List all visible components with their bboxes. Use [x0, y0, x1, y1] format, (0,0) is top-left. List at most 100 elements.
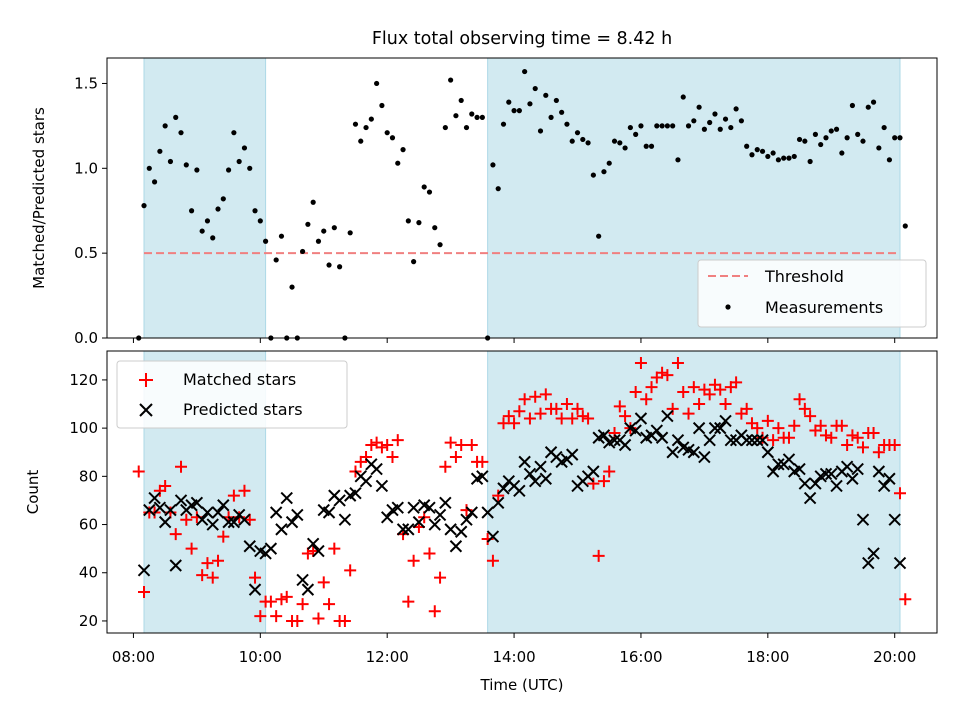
measurement-point [770, 150, 776, 156]
measurement-point [395, 160, 401, 166]
matched-star-marker [761, 414, 774, 427]
matched-star-marker [249, 571, 262, 584]
matched-star-marker [513, 405, 526, 418]
predicted-star-marker [428, 518, 441, 531]
measurement-point [691, 118, 697, 124]
predicted-star-marker [296, 573, 309, 587]
predicted-star-marker [761, 446, 775, 459]
predicted-star-marker [492, 496, 505, 510]
matched-star-marker [619, 410, 632, 423]
measurement-point [759, 148, 766, 154]
matched-star-marker [434, 571, 447, 584]
measurement-point [458, 97, 464, 104]
predicted-star-marker [862, 556, 875, 570]
matched-star-marker [375, 441, 388, 454]
measurement-points [136, 68, 908, 341]
predicted-star-marker [301, 583, 315, 596]
measurement-point [400, 147, 406, 153]
matched-stars-points [132, 357, 912, 627]
y-tick-label: 20 [79, 612, 98, 630]
legend-threshold-label: Threshold [764, 267, 844, 286]
predicted-star-marker [211, 506, 225, 519]
predicted-star-marker [819, 467, 833, 481]
bottom-y-axis: 20 40 60 80 100 120 [69, 371, 107, 630]
predicted-star-marker [380, 511, 394, 524]
matched-star-marker [365, 439, 378, 451]
matched-star-marker [798, 402, 811, 415]
measurement-point [511, 108, 517, 114]
predicted-star-marker [529, 474, 542, 488]
predicted-star-marker [169, 559, 182, 572]
matched-star-marker [523, 412, 536, 425]
matched-star-marker [899, 593, 912, 606]
matched-star-marker [576, 410, 589, 423]
matched-star-marker [661, 369, 674, 382]
matched-star-marker [476, 455, 489, 468]
predicted-star-marker [803, 491, 817, 505]
measurement-point [590, 172, 596, 178]
legend-matched-swatch [139, 373, 153, 387]
predicted-star-marker [137, 564, 151, 577]
measurement-point [870, 99, 877, 105]
measurement-point [685, 123, 692, 129]
matched-star-marker [825, 431, 838, 444]
predicted-star-marker [476, 470, 489, 483]
predicted-star-marker [264, 542, 278, 555]
top-shaded-regions [143, 57, 901, 339]
matched-star-marker [328, 542, 341, 555]
measurement-point [389, 135, 396, 141]
top-legend: Threshold Measurements [697, 259, 927, 328]
matched-star-marker [132, 465, 145, 478]
matched-star-marker [264, 595, 277, 608]
measurement-point [580, 136, 586, 143]
measurement-point [754, 147, 760, 153]
measurement-point [178, 130, 184, 136]
measurement-point [421, 184, 427, 190]
y-tick-label: 40 [79, 564, 98, 582]
measurement-point [326, 262, 332, 268]
measurement-point [231, 130, 237, 136]
matched-star-marker [645, 381, 658, 394]
predicted-star-marker [481, 506, 494, 519]
measurement-point [310, 199, 316, 205]
predicted-star-marker [692, 421, 706, 435]
measurement-point [659, 123, 665, 129]
matched-star-marker [804, 410, 817, 423]
predicted-star-marker [217, 499, 230, 512]
measurement-point [627, 124, 633, 131]
y-tick-label: 1.5 [74, 74, 98, 92]
matched-star-marker [338, 614, 351, 627]
measurement-point [775, 157, 782, 163]
measurement-point [802, 138, 808, 144]
matched-star-marker [534, 407, 547, 420]
measurement-point [162, 123, 168, 129]
x-tick-label: 18:00 [746, 648, 789, 666]
matched-star-marker [671, 357, 684, 370]
measurement-point [707, 119, 713, 126]
measurement-point [262, 238, 269, 244]
predicted-star-marker [724, 433, 738, 447]
matched-star-marker [666, 402, 679, 415]
measurement-point [601, 169, 607, 175]
predicted-stars-points [137, 409, 907, 596]
measurement-point [791, 153, 797, 160]
legend-measurements-label: Measurements [765, 298, 883, 317]
predicted-star-marker [772, 458, 785, 471]
top-y-axis-label: Matched/Predicted stars [30, 107, 48, 289]
matched-star-marker [196, 569, 209, 582]
matched-star-marker [872, 446, 885, 459]
measurement-point [786, 155, 792, 161]
y-tick-label: 1.0 [74, 159, 98, 177]
measurement-point [347, 230, 353, 236]
predicted-star-marker [513, 484, 526, 498]
measurement-point [384, 130, 390, 136]
measurement-point [881, 124, 887, 131]
predicted-star-marker [148, 491, 161, 505]
predicted-star-marker [872, 465, 886, 478]
matched-star-marker [682, 407, 695, 420]
bottom-axes-frame [106, 350, 938, 634]
matched-star-marker [856, 441, 869, 454]
predicted-star-marker [629, 424, 642, 437]
predicted-star-marker [407, 501, 420, 514]
